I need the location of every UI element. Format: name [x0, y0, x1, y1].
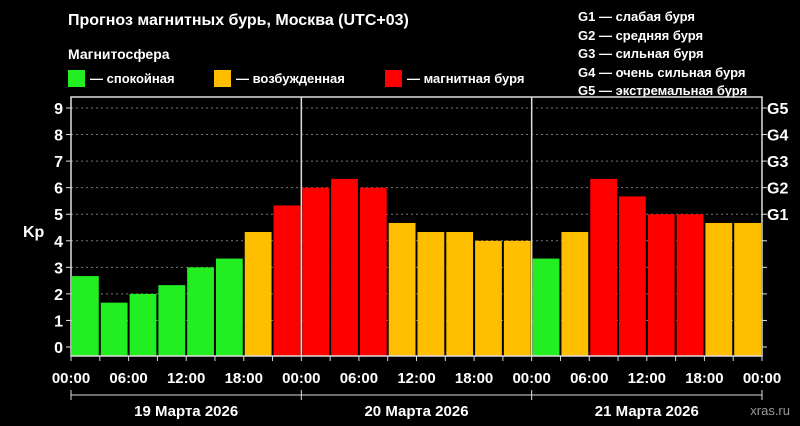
bar-5: [215, 258, 243, 356]
bar-17: [561, 232, 589, 356]
g-scale-item: G4 — очень сильная буря: [578, 64, 746, 80]
x-tick-label: 06:00: [340, 370, 378, 387]
bar-10: [359, 187, 387, 356]
legend-label: — возбужденная: [236, 71, 345, 86]
legend-item-active: — возбужденная: [214, 70, 345, 87]
y-tick-label: 8: [54, 128, 63, 145]
bar-11: [388, 222, 416, 356]
y-tick-label: 9: [54, 101, 63, 118]
bar-0: [72, 276, 99, 356]
watermark: xras.ru: [750, 403, 790, 418]
bar-4: [187, 267, 214, 356]
x-tick-label: 00:00: [282, 370, 320, 387]
g-scale-item: G5 — экстремальная буря: [578, 83, 748, 98]
chart-title: Прогноз магнитных бурь, Москва (UTC+03): [68, 12, 409, 29]
g-tick-label: G1: [767, 207, 788, 224]
x-tick-label: 18:00: [225, 370, 263, 387]
x-tick-label: 12:00: [397, 370, 435, 387]
y-tick-label: 6: [54, 181, 63, 198]
bar-22: [705, 222, 733, 356]
x-tick-label: 06:00: [109, 370, 147, 387]
legend-title: Магнитосфера: [68, 46, 170, 62]
y-axis-label: Kp: [23, 224, 45, 241]
bar-12: [417, 232, 445, 356]
bar-19: [619, 196, 646, 356]
bar-2: [129, 293, 157, 356]
legend-label: — спокойная: [90, 71, 175, 86]
x-tick-label: 06:00: [570, 370, 608, 387]
y-tick-label: 7: [54, 154, 63, 171]
y-tick-label: 3: [54, 260, 63, 277]
bar-23: [734, 222, 761, 356]
x-tick-label: 12:00: [167, 370, 205, 387]
bar-6: [244, 232, 272, 356]
day-label: 19 Марта 2026: [134, 403, 238, 420]
x-tick-label: 00:00: [52, 370, 90, 387]
y-tick-label: 2: [54, 287, 63, 304]
legend-swatch: [385, 70, 402, 87]
bar-8: [302, 187, 330, 356]
x-tick-label: 18:00: [455, 370, 493, 387]
g-scale-list: G1 — слабая буря G2 — средняя буря G3 — …: [578, 8, 747, 101]
x-tick-label: 12:00: [628, 370, 666, 387]
legend-item-calm: — спокойная: [68, 70, 175, 87]
legend-swatch: [68, 70, 85, 87]
legend-label: — магнитная буря: [407, 71, 525, 86]
x-tick-label: 00:00: [743, 370, 781, 387]
bar-1: [100, 302, 128, 356]
y-tick-label: 5: [54, 207, 63, 224]
g-tick-label: G4: [767, 128, 788, 145]
x-tick-label: 18:00: [685, 370, 723, 387]
bar-18: [590, 178, 618, 356]
y-tick-label: 4: [54, 234, 63, 251]
g-tick-label: G2: [767, 181, 788, 198]
day-label: 20 Марта 2026: [364, 403, 468, 420]
bar-14: [475, 240, 502, 356]
y-tick-label: 0: [54, 340, 63, 357]
g-tick-label: G5: [767, 101, 788, 118]
bar-21: [676, 214, 704, 356]
g-scale-item: G1 — слабая буря: [578, 9, 696, 24]
bar-13: [446, 232, 474, 356]
legend-swatch: [214, 70, 231, 87]
bar-3: [158, 285, 186, 356]
day-label: 21 Марта 2026: [595, 403, 699, 420]
g-tick-label: G3: [767, 154, 788, 171]
g-scale-item: G3 — сильная буря: [578, 46, 704, 61]
bar-7: [273, 205, 301, 356]
legend-item-storm: — магнитная буря: [385, 70, 524, 87]
bar-16: [532, 258, 560, 356]
bar-15: [503, 240, 531, 356]
x-tick-label: 00:00: [512, 370, 550, 387]
y-tick-label: 1: [54, 313, 63, 330]
g-scale-item: G2 — средняя буря: [578, 27, 704, 43]
bar-20: [647, 214, 675, 356]
bar-9: [331, 178, 358, 356]
